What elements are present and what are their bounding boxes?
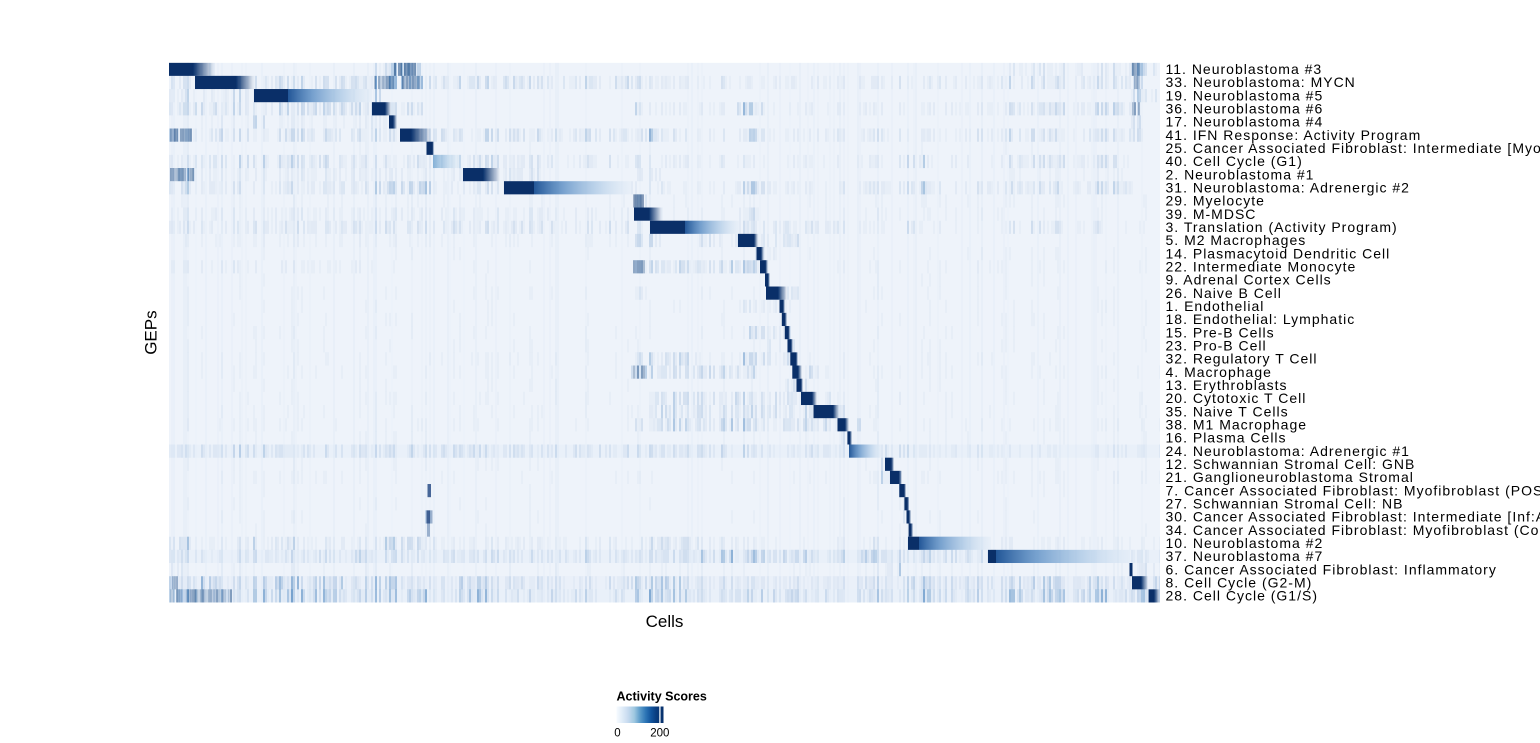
svg-text:26. Naive B Cell: 26. Naive B Cell — [1166, 285, 1282, 301]
svg-text:38. M1 Macrophage: 38. M1 Macrophage — [1166, 417, 1308, 433]
svg-text:9. Adrenal Cortex Cells: 9. Adrenal Cortex Cells — [1166, 272, 1332, 288]
svg-text:12. Schwannian Stromal Cell: G: 12. Schwannian Stromal Cell: GNB — [1166, 456, 1416, 472]
svg-text:2. Neuroblastoma #1: 2. Neuroblastoma #1 — [1166, 166, 1315, 182]
svg-text:GEPs: GEPs — [142, 310, 161, 354]
svg-text:17. Neuroblastoma #4: 17. Neuroblastoma #4 — [1166, 114, 1324, 130]
svg-text:36. Neuroblastoma #6: 36. Neuroblastoma #6 — [1166, 101, 1324, 117]
svg-text:13. Erythroblasts: 13. Erythroblasts — [1166, 377, 1288, 393]
svg-text:10. Neuroblastoma #2: 10. Neuroblastoma #2 — [1166, 535, 1324, 551]
svg-text:32. Regulatory T Cell: 32. Regulatory T Cell — [1166, 351, 1318, 367]
svg-text:0: 0 — [614, 728, 620, 740]
svg-text:1. Endothelial: 1. Endothelial — [1166, 298, 1265, 314]
svg-text:11. Neuroblastoma #3: 11. Neuroblastoma #3 — [1166, 61, 1323, 77]
svg-text:200: 200 — [650, 728, 669, 740]
svg-text:18. Endothelial: Lymphatic: 18. Endothelial: Lymphatic — [1166, 311, 1356, 327]
svg-text:23. Pro-B Cell: 23. Pro-B Cell — [1166, 338, 1267, 354]
svg-text:37. Neuroblastoma #7: 37. Neuroblastoma #7 — [1166, 548, 1324, 564]
svg-text:15. Pre-B Cells: 15. Pre-B Cells — [1166, 324, 1275, 340]
svg-text:8. Cell Cycle (G2-M): 8. Cell Cycle (G2-M) — [1166, 575, 1313, 591]
svg-text:Cells: Cells — [646, 612, 684, 631]
svg-text:6. Cancer Associated Fibroblas: 6. Cancer Associated Fibroblast: Inflamm… — [1166, 561, 1497, 577]
svg-text:28. Cell Cycle (G1/S): 28. Cell Cycle (G1/S) — [1166, 588, 1318, 604]
svg-text:35. Naive T Cells: 35. Naive T Cells — [1166, 403, 1289, 419]
svg-text:21. Ganglioneuroblastoma Strom: 21. Ganglioneuroblastoma Stromal — [1166, 469, 1414, 485]
svg-text:16. Plasma Cells: 16. Plasma Cells — [1166, 430, 1287, 446]
svg-text:29. Myelocyte: 29. Myelocyte — [1166, 193, 1265, 209]
svg-text:19. Neuroblastoma #5: 19. Neuroblastoma #5 — [1166, 87, 1324, 103]
svg-text:33. Neuroblastoma: MYCN: 33. Neuroblastoma: MYCN — [1166, 74, 1356, 90]
svg-text:14. Plasmacytoid Dendritic Cel: 14. Plasmacytoid Dendritic Cell — [1166, 245, 1391, 261]
svg-text:39. M-MDSC: 39. M-MDSC — [1166, 206, 1257, 222]
svg-text:4. Macrophage: 4. Macrophage — [1166, 364, 1272, 380]
svg-text:Activity Scores: Activity Scores — [617, 690, 707, 704]
svg-text:24. Neuroblastoma: Adrenergic: 24. Neuroblastoma: Adrenergic #1 — [1166, 443, 1410, 459]
svg-text:31. Neuroblastoma: Adrenergic: 31. Neuroblastoma: Adrenergic #2 — [1166, 180, 1410, 196]
svg-text:7. Cancer Associated Fibroblas: 7. Cancer Associated Fibroblast: Myofibr… — [1166, 482, 1540, 498]
svg-text:40. Cell Cycle (G1): 40. Cell Cycle (G1) — [1166, 153, 1303, 169]
svg-text:25. Cancer Associated Fibrobla: 25. Cancer Associated Fibroblast: Interm… — [1166, 140, 1540, 156]
svg-text:5. M2 Macrophages: 5. M2 Macrophages — [1166, 232, 1307, 248]
svg-text:20. Cytotoxic T Cell: 20. Cytotoxic T Cell — [1166, 390, 1307, 406]
svg-text:34. Cancer Associated Fibrobla: 34. Cancer Associated Fibroblast: Myofib… — [1166, 522, 1540, 538]
svg-text:41. IFN Response: Activity Pro: 41. IFN Response: Activity Program — [1166, 127, 1422, 143]
svg-text:3. Translation (Activity Progr: 3. Translation (Activity Program) — [1166, 219, 1398, 235]
svg-text:22. Intermediate Monocyte: 22. Intermediate Monocyte — [1166, 259, 1357, 275]
svg-text:30. Cancer Associated Fibrobla: 30. Cancer Associated Fibroblast: Interm… — [1166, 509, 1540, 525]
svg-text:27. Schwannian Stromal Cell: N: 27. Schwannian Stromal Cell: NB — [1166, 496, 1404, 512]
